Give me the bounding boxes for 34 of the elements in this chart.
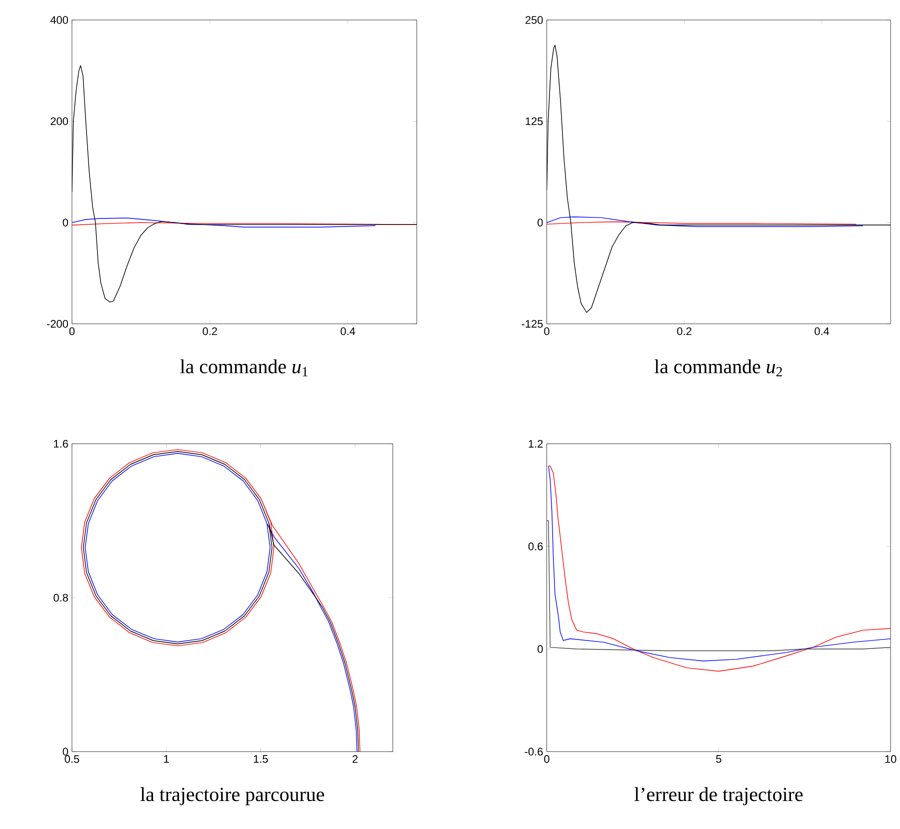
- x-tick-label: 0.2: [677, 328, 692, 336]
- y-tick-label: 1.2: [528, 440, 543, 448]
- x-tick-label: 5: [716, 755, 722, 763]
- y-tick-label: -0.6: [524, 748, 543, 756]
- y-tick-label: 1.6: [54, 440, 68, 448]
- y-tick-label: 200: [50, 118, 68, 126]
- y-tick-label: 0.8: [54, 594, 68, 602]
- text: la commande u$_{1}$: [180, 360, 308, 376]
- x-tick-label: 0.4: [814, 328, 830, 336]
- x-tick-label: 1.5: [254, 755, 268, 763]
- x-tick-label: 2: [352, 755, 358, 763]
- x-tick-label: 0.5: [64, 755, 80, 764]
- text: l’erreur de trajectoire: [634, 787, 803, 806]
- y-tick-label: -200: [47, 320, 68, 328]
- text: la commande u$_{2}$: [654, 360, 782, 376]
- x-tick-label: 0.4: [340, 328, 356, 336]
- line-series: [72, 218, 376, 228]
- x-tick-label: 0: [544, 755, 550, 764]
- x-tick-label: 10: [885, 755, 896, 764]
- y-tick-label: 0: [62, 748, 68, 756]
- y-tick-label: -125: [522, 320, 543, 328]
- x-tick-label: 0.2: [202, 328, 217, 336]
- x-tick-label: 0: [544, 328, 550, 336]
- y-tick-label: 250: [526, 16, 543, 24]
- y-tick-label: 400: [50, 16, 68, 24]
- y-tick-label: 0.6: [528, 542, 543, 550]
- x-tick-label: 0: [69, 328, 75, 336]
- x-tick-label: 1: [164, 755, 169, 763]
- text: la trajectoire parcourue: [140, 787, 324, 806]
- y-tick-label: 0: [62, 218, 68, 227]
- y-tick-label: 0: [538, 645, 543, 654]
- y-tick-label: 0: [538, 218, 543, 227]
- y-tick-label: 125: [526, 118, 543, 126]
- line-series: [546, 520, 891, 652]
